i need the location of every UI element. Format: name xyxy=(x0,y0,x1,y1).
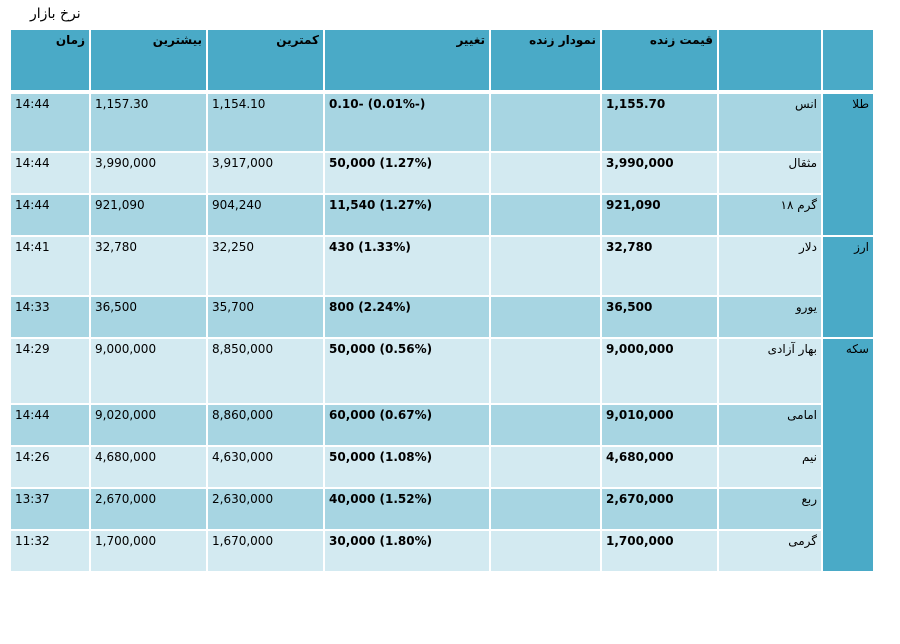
header-time: زمان xyxy=(9,28,91,94)
header-high: بیشترین xyxy=(89,28,208,94)
header-change: تغییر xyxy=(323,28,491,94)
live-price-cell: 9,010,000 xyxy=(600,403,719,447)
low-cell: 8,850,000 xyxy=(206,337,325,405)
table-row: گرم ۱۸ 921,090 (1.27%) 11,540 904,240 921,09… xyxy=(9,193,874,237)
low-cell: 2,630,000 xyxy=(206,487,325,531)
time-cell: 13:37 xyxy=(9,487,91,531)
live-chart-cell xyxy=(489,91,602,153)
change-cell: (1.27%) 11,540 xyxy=(323,193,491,237)
table-header-row: قیمت زنده نمودار زنده تغییر کمترین بیشتر… xyxy=(9,28,875,94)
item-name-cell: یورو xyxy=(717,295,823,339)
item-name-cell: نیم xyxy=(717,445,823,489)
table-row: ارز دلار 32,780 (1.33%) 430 32,250 32,780 14:4… xyxy=(9,235,875,339)
page-title: نرخ بازار xyxy=(30,6,81,22)
live-chart-cell xyxy=(489,193,602,237)
header-name xyxy=(717,28,823,94)
live-price-cell: 921,090 xyxy=(600,193,719,237)
change-cell: (1.80%) 30,000 xyxy=(323,529,491,573)
table-row: ربع 2,670,000 (1.52%) 40,000 2,630,000 2,670… xyxy=(9,487,874,531)
header-live-price: قیمت زنده xyxy=(600,28,719,94)
live-price-cell: 32,780 xyxy=(600,235,719,297)
table-row: سکه بهار آزادی 9,000,000 (0.56%) 50,000 8,85… xyxy=(9,337,875,573)
table-row: نیم 4,680,000 (1.08%) 50,000 4,630,000 4,680… xyxy=(9,445,874,489)
live-chart-cell xyxy=(489,529,602,573)
live-chart-cell xyxy=(489,235,602,297)
high-cell: 3,990,000 xyxy=(89,151,208,195)
table-row: طلا انس 1,155.70 (-0.01%) -0.10 1,154.10 1,15… xyxy=(9,91,875,237)
category-cell: سکه xyxy=(821,337,875,573)
item-name-cell: مثقال xyxy=(717,151,823,195)
time-cell: 14:44 xyxy=(9,403,91,447)
table-row: امامی 9,010,000 (0.67%) 60,000 8,860,000 9,0… xyxy=(9,403,874,447)
item-name-cell: انس xyxy=(717,91,823,153)
time-cell: 14:44 xyxy=(9,151,91,195)
live-price-cell: 2,670,000 xyxy=(600,487,719,531)
live-price-cell: 9,000,000 xyxy=(600,337,719,405)
high-cell: 1,157.30 xyxy=(89,91,208,153)
low-cell: 1,670,000 xyxy=(206,529,325,573)
change-cell: (1.27%) 50,000 xyxy=(323,151,491,195)
change-cell: (1.52%) 40,000 xyxy=(323,487,491,531)
low-cell: 8,860,000 xyxy=(206,403,325,447)
high-cell: 4,680,000 xyxy=(89,445,208,489)
item-name-cell: گرمی xyxy=(717,529,823,573)
live-chart-cell xyxy=(489,403,602,447)
header-category xyxy=(821,28,875,94)
time-cell: 14:29 xyxy=(9,337,91,405)
low-cell: 32,250 xyxy=(206,235,325,297)
item-name-cell: امامی xyxy=(717,403,823,447)
change-cell: (1.08%) 50,000 xyxy=(323,445,491,489)
time-cell: 14:41 xyxy=(9,235,91,297)
time-cell: 11:32 xyxy=(9,529,91,573)
time-cell: 14:26 xyxy=(9,445,91,489)
item-name-cell: گرم ۱۸ xyxy=(717,193,823,237)
live-price-cell: 1,700,000 xyxy=(600,529,719,573)
low-cell: 904,240 xyxy=(206,193,325,237)
header-low: کمترین xyxy=(206,28,325,94)
high-cell: 2,670,000 xyxy=(89,487,208,531)
high-cell: 9,020,000 xyxy=(89,403,208,447)
change-cell: (1.33%) 430 xyxy=(323,235,491,297)
live-chart-cell xyxy=(489,151,602,195)
low-cell: 3,917,000 xyxy=(206,151,325,195)
high-cell: 9,000,000 xyxy=(89,337,208,405)
item-name-cell: بهار آزادی xyxy=(717,337,823,405)
time-cell: 14:44 xyxy=(9,193,91,237)
live-chart-cell xyxy=(489,337,602,405)
change-cell: (2.24%) 800 xyxy=(323,295,491,339)
high-cell: 32,780 xyxy=(89,235,208,297)
time-cell: 14:44 xyxy=(9,91,91,153)
live-price-cell: 1,155.70 xyxy=(600,91,719,153)
time-cell: 14:33 xyxy=(9,295,91,339)
table-row: یورو 36,500 (2.24%) 800 35,700 36,500 14:33 xyxy=(9,295,874,339)
table-body: طلا انس 1,155.70 (-0.01%) -0.10 1,154.10 1,15… xyxy=(9,91,875,573)
live-price-cell: 3,990,000 xyxy=(600,151,719,195)
live-price-cell: 36,500 xyxy=(600,295,719,339)
live-price-cell: 4,680,000 xyxy=(600,445,719,489)
low-cell: 1,154.10 xyxy=(206,91,325,153)
high-cell: 36,500 xyxy=(89,295,208,339)
category-cell: طلا xyxy=(821,91,875,237)
category-cell: ارز xyxy=(821,235,875,339)
live-chart-cell xyxy=(489,487,602,531)
high-cell: 921,090 xyxy=(89,193,208,237)
change-cell: (0.67%) 60,000 xyxy=(323,403,491,447)
change-cell: (0.56%) 50,000 xyxy=(323,337,491,405)
live-chart-cell xyxy=(489,445,602,489)
item-name-cell: دلار xyxy=(717,235,823,297)
change-cell: (-0.01%) -0.10 xyxy=(323,91,491,153)
high-cell: 1,700,000 xyxy=(89,529,208,573)
table-row: مثقال 3,990,000 (1.27%) 50,000 3,917,000 3,9… xyxy=(9,151,874,195)
low-cell: 4,630,000 xyxy=(206,445,325,489)
item-name-cell: ربع xyxy=(717,487,823,531)
low-cell: 35,700 xyxy=(206,295,325,339)
header-live-chart: نمودار زنده xyxy=(489,28,602,94)
table-row: گرمی 1,700,000 (1.80%) 30,000 1,670,000 1,70… xyxy=(9,529,874,573)
live-chart-cell xyxy=(489,295,602,339)
market-rates-table: قیمت زنده نمودار زنده تغییر کمترین بیشتر… xyxy=(9,28,875,573)
